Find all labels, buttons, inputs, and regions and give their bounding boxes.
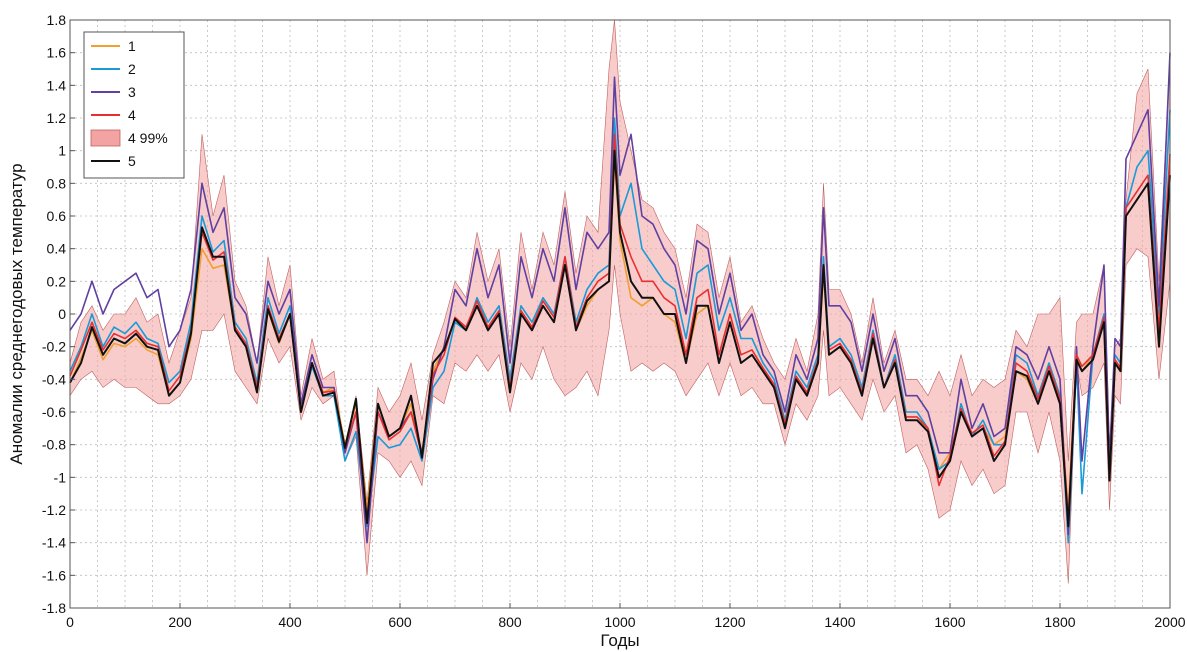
legend-label: 3 [128, 84, 136, 100]
y-tick-label: 0.2 [47, 273, 67, 289]
y-tick-label: 0 [58, 306, 66, 322]
legend-label: 2 [128, 61, 136, 77]
y-tick-label: 1.4 [47, 77, 67, 93]
y-tick-label: 1.8 [47, 12, 67, 28]
series-line-5 [69, 149, 1171, 528]
y-tick-label: 0.4 [47, 241, 67, 257]
x-axis-ticks: 0 200 400 600 800 1000 1200 1400 1600 1800 2000 [66, 603, 1186, 630]
y-axis-ticks: 1.8 1.6 1.4 1.2 1 0.8 0.6 0.4 0.2 0 -0.2 -0.4 -0.6 -0… [42, 12, 75, 616]
x-tick-label: 1000 [604, 614, 635, 630]
series-layer [69, 52, 1171, 544]
y-tick-label: -0.8 [42, 437, 66, 453]
y-axis-title: Аномалии среднегодовых температур [7, 163, 26, 464]
y-tick-label: -0.2 [42, 339, 66, 355]
x-tick-label: 0 [66, 614, 74, 630]
y-tick-label: 0.6 [47, 208, 67, 224]
legend-label: 4 99% [128, 130, 168, 146]
y-tick-label: 1.2 [47, 110, 67, 126]
legend-box [83, 31, 185, 179]
x-tick-label: 1800 [1044, 614, 1075, 630]
legend-swatch-band [90, 129, 121, 147]
x-tick-label: 1600 [934, 614, 965, 630]
series-line-3 [69, 52, 1171, 544]
x-tick-label: 600 [388, 614, 412, 630]
y-tick-label: 1.6 [47, 45, 67, 61]
y-tick-label: -1.8 [42, 600, 66, 616]
legend-label: 1 [128, 38, 136, 54]
x-tick-label: 1200 [714, 614, 745, 630]
y-tick-label: -1 [54, 469, 67, 485]
y-tick-label: -1.2 [42, 502, 66, 518]
y-tick-label: -0.4 [42, 371, 66, 387]
y-tick-label: 1 [58, 143, 66, 159]
y-tick-label: -1.4 [42, 535, 66, 551]
y-tick-label: -0.6 [42, 404, 66, 420]
x-tick-label: 800 [498, 614, 522, 630]
legend-label: 5 [128, 153, 136, 169]
y-tick-label: -1.6 [42, 567, 66, 583]
x-tick-label: 1400 [824, 614, 855, 630]
x-tick-label: 2000 [1154, 614, 1185, 630]
x-tick-label: 400 [278, 614, 302, 630]
x-tick-label: 200 [168, 614, 192, 630]
legend: 1 2 3 4 4 99% 5 [83, 31, 185, 179]
x-axis-title: Годы [600, 631, 639, 650]
y-tick-label: 0.8 [47, 175, 67, 191]
legend-label: 4 [128, 107, 136, 123]
